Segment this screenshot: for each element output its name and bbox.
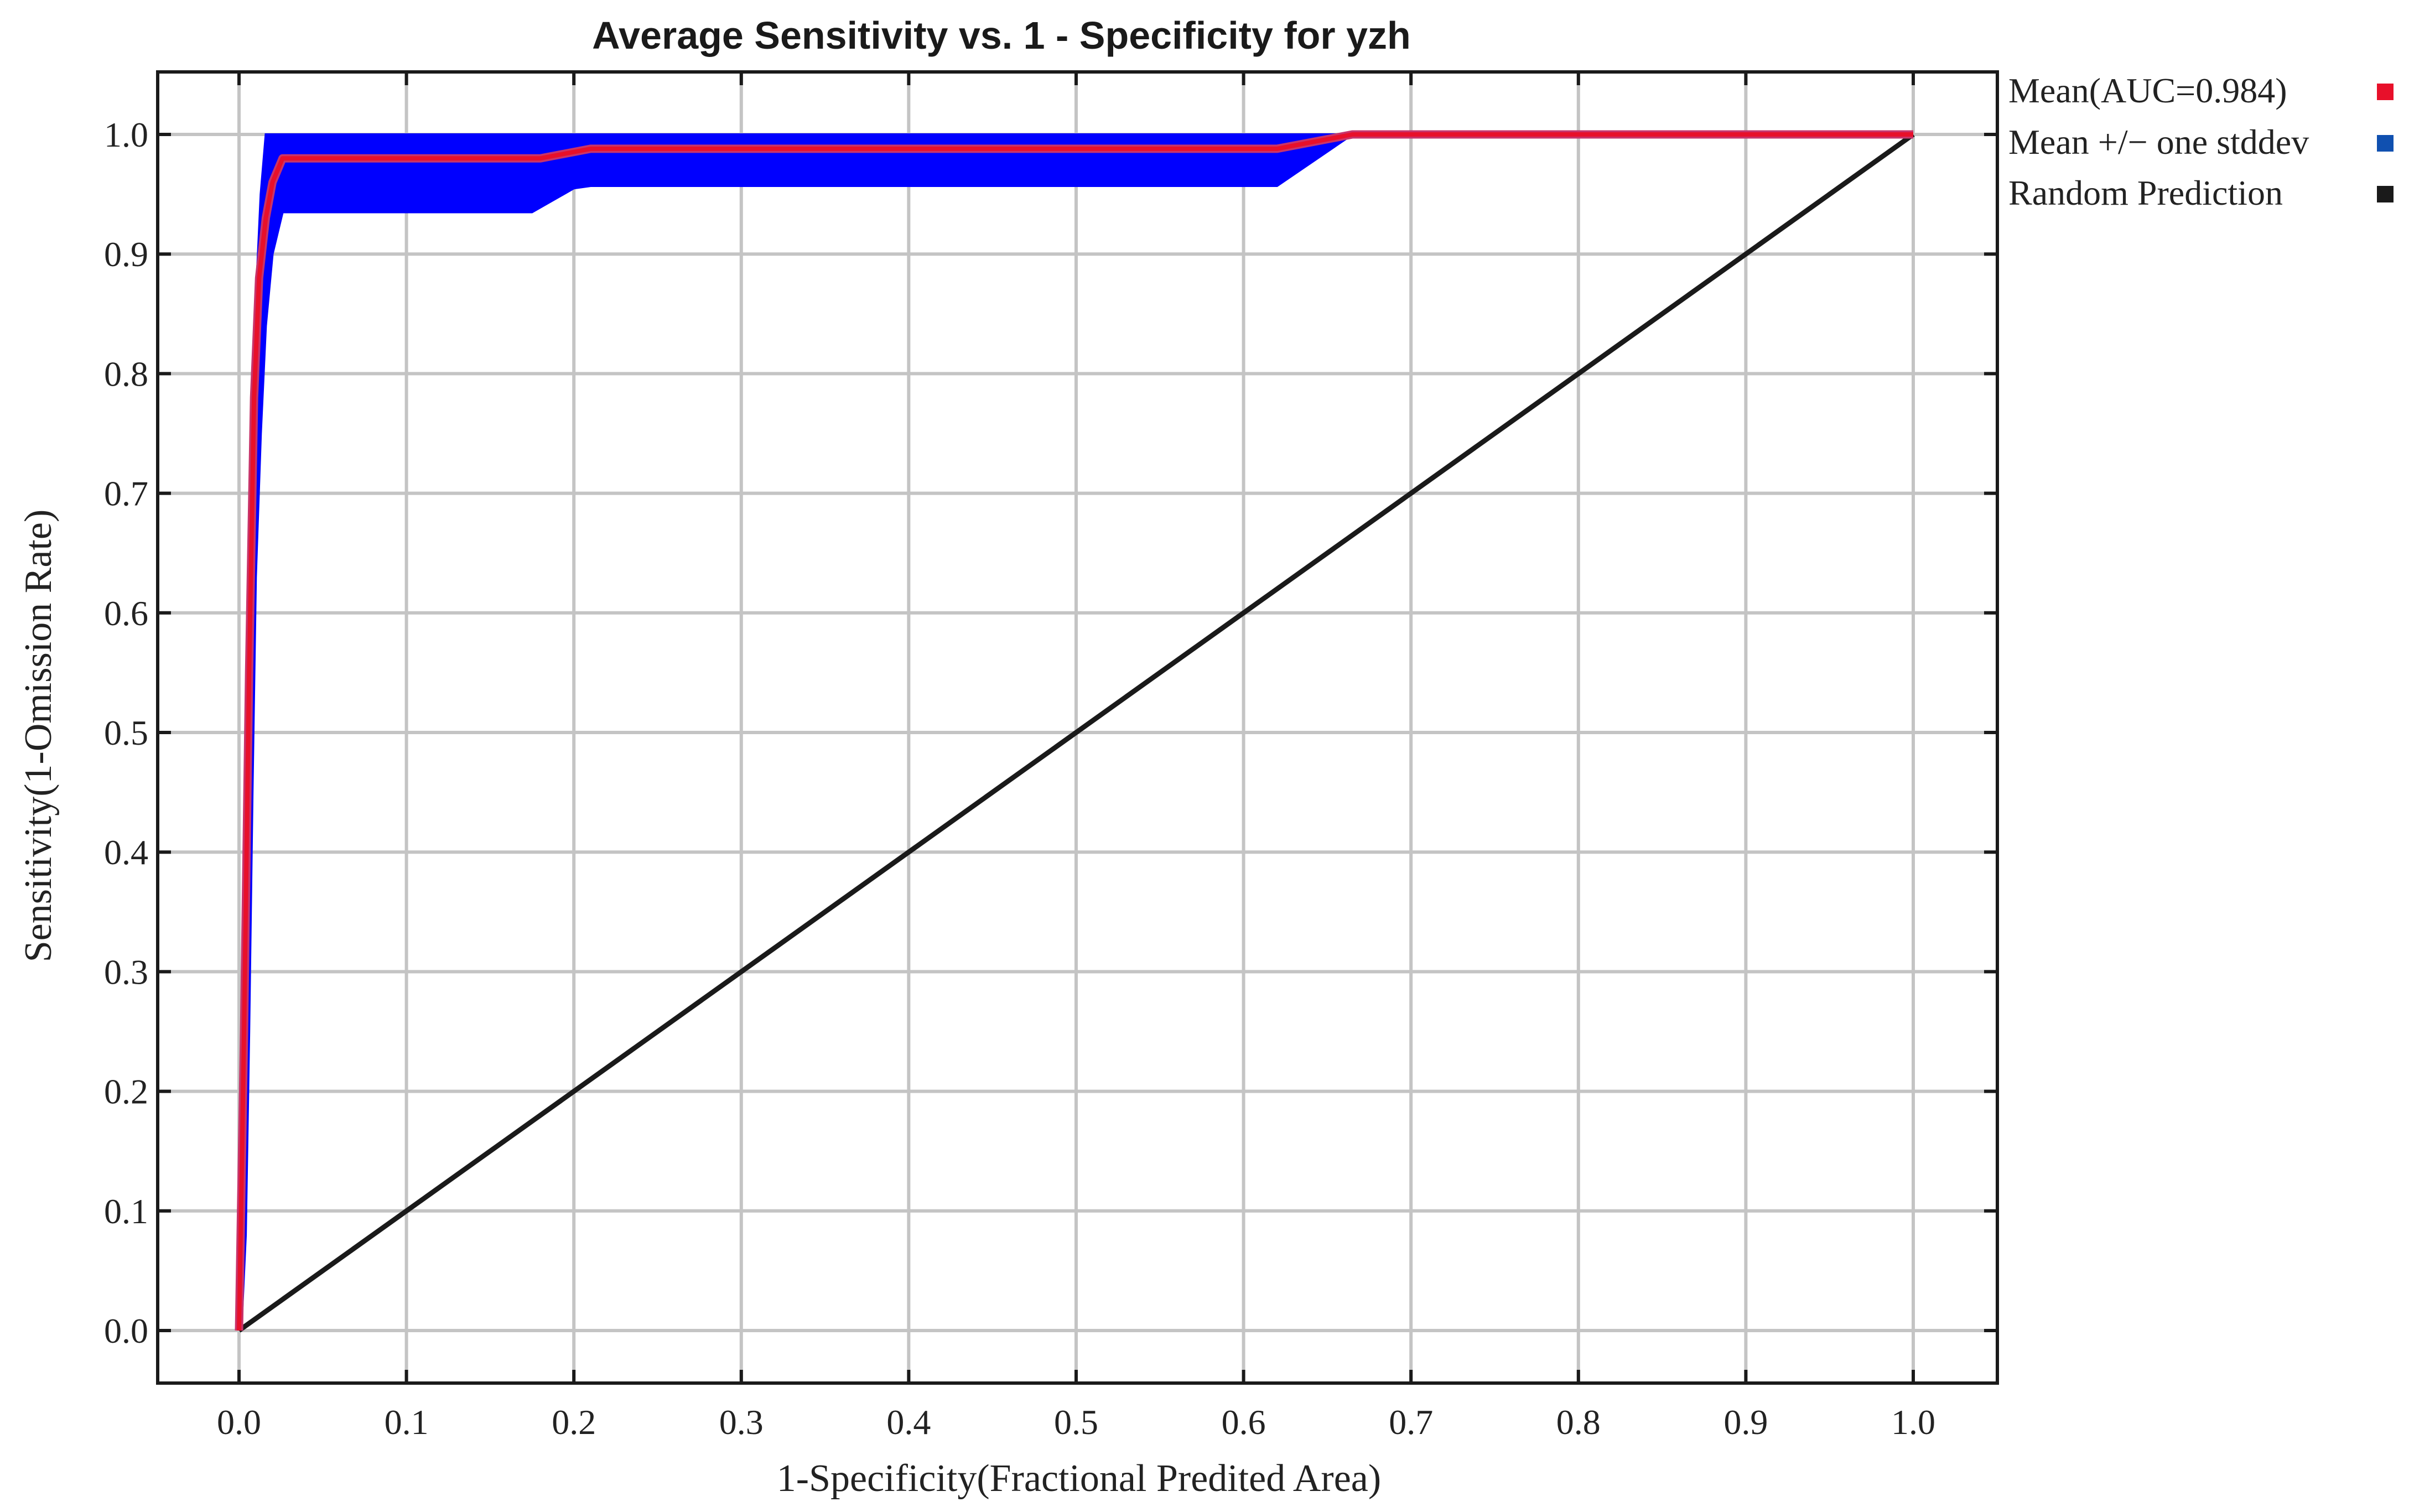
y-tick-label: 0.6 [104,594,148,633]
stddev-band [238,133,1913,1331]
x-tick-label: 0.5 [1054,1402,1098,1442]
legend-swatch [2377,186,2394,202]
x-tick-label: 1.0 [1891,1402,1935,1442]
legend-entry-label: Random Prediction [2008,173,2283,212]
chart-title: Average Sensitivity vs. 1 - Specificity … [592,14,1411,57]
x-tick-label: 0.9 [1723,1402,1768,1442]
x-tick-label: 0.8 [1556,1402,1601,1442]
legend-entry-label: Mean(AUC=0.984) [2008,71,2287,110]
legend-swatch [2377,135,2394,152]
x-tick-label: 0.3 [719,1402,764,1442]
legend-entry-label: Mean +/− one stddev [2008,122,2309,162]
y-tick-label: 0.1 [104,1192,148,1231]
y-tick-label: 0.0 [104,1311,148,1350]
x-tick-label: 0.2 [552,1402,596,1442]
axis-ticks [158,72,1997,1383]
y-tick-label: 1.0 [104,115,148,154]
legend-swatch [2377,84,2394,100]
series-line-mean [237,132,1913,1331]
legend: Mean(AUC=0.984) Mean +/− one stddev Random… [2008,71,2394,212]
y-tick-label: 0.8 [104,354,148,393]
series-line-random [237,132,1915,1333]
x-tick-labels: 0.0 0.1 0.2 0.3 0.4 0.5 0.6 0.7 0.8 0.9 1.0 [217,1402,1935,1442]
series-lines [235,130,1915,1333]
series-band-stddev [238,133,1913,1331]
y-tick-labels: 0.0 0.1 0.2 0.3 0.4 0.5 0.6 0.7 0.8 0.9 1.0 [104,115,148,1350]
y-tick-label: 0.2 [104,1072,148,1111]
x-axis-label: 1-Specificity(Fractional Predited Area) [777,1457,1381,1500]
y-tick-label: 0.7 [104,474,148,513]
x-tick-label: 0.6 [1222,1402,1266,1442]
y-tick-label: 0.4 [104,833,148,872]
y-tick-label: 0.3 [104,952,148,991]
x-tick-label: 0.4 [886,1402,931,1442]
y-tick-label: 0.9 [104,235,148,274]
x-tick-label: 0.1 [385,1402,429,1442]
y-tick-label: 0.5 [104,713,148,752]
x-tick-label: 0.0 [217,1402,261,1442]
x-tick-label: 0.7 [1389,1402,1433,1442]
y-axis-label: Sensitivity(1-Omission Rate) [17,510,60,963]
